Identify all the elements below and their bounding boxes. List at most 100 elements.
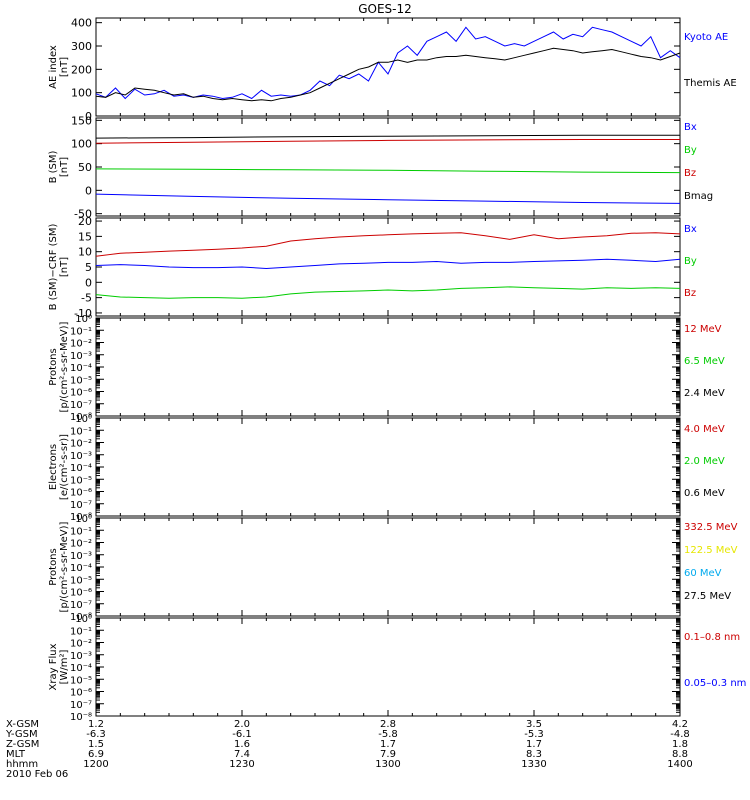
y-tick-label: 100 bbox=[71, 138, 92, 151]
y-tick-label: 10⁰ bbox=[75, 514, 92, 525]
y-tick-label: 10⁻⁷ bbox=[70, 400, 92, 411]
y-tick-label: -5 bbox=[81, 292, 92, 305]
y-tick-label: 0 bbox=[85, 276, 92, 289]
y-axis-label: B (SM) [nT] bbox=[48, 150, 70, 183]
x-tick-label: -4.8 bbox=[670, 729, 690, 740]
y-axis-label: Xray Flux [W/m²] bbox=[48, 643, 70, 690]
x-tick-label: 1.2 bbox=[88, 719, 104, 730]
legend-item: Themis AE bbox=[683, 78, 737, 89]
y-tick-label: 10⁻⁸ bbox=[70, 412, 92, 423]
y-tick-label: 10⁻¹ bbox=[70, 326, 92, 337]
y-label-line: Protons bbox=[48, 348, 59, 385]
x-tick-label: 2.0 bbox=[234, 719, 250, 730]
x-tick-label: -5.3 bbox=[524, 729, 544, 740]
y-tick-label: 100 bbox=[71, 87, 92, 100]
panel-2: -50 0 50 100 150 B (SM) [nT] Bx By Bz Bmag bbox=[48, 114, 713, 220]
y-tick-label: -10 bbox=[74, 307, 92, 320]
series-line-kyoto-ae bbox=[95, 26, 681, 100]
x-tick-label: 1400 bbox=[667, 759, 692, 770]
panel-frame bbox=[95, 317, 681, 417]
x-row-label: Y-GSM bbox=[5, 729, 38, 740]
legend-item: Bmag bbox=[684, 191, 713, 202]
y-tick-label: 10⁻⁵ bbox=[70, 575, 92, 586]
x-tick-label: 2.8 bbox=[380, 719, 396, 730]
legend-item: 2.0 MeV bbox=[684, 456, 725, 467]
x-row-label: MLT bbox=[6, 749, 26, 760]
y-tick-label: 10⁻³ bbox=[70, 651, 92, 662]
panel-frame bbox=[95, 617, 681, 717]
x-tick-label: 1300 bbox=[375, 759, 400, 770]
y-tick-label: 10⁻⁶ bbox=[70, 388, 92, 399]
y-tick-label: 10⁻⁷ bbox=[70, 500, 92, 511]
y-tick-label: 15 bbox=[78, 230, 92, 243]
x-tick-label: 1230 bbox=[229, 759, 254, 770]
x-row-label: 2010 Feb 06 bbox=[6, 769, 68, 780]
y-tick-label: 10⁻⁷ bbox=[70, 600, 92, 611]
y-tick-label: 0 bbox=[85, 110, 92, 123]
y-tick-label: 10⁻³ bbox=[70, 351, 92, 362]
y-tick-label: 10 bbox=[78, 246, 92, 259]
y-tick-label: -50 bbox=[74, 208, 92, 221]
x-tick-label: -6.3 bbox=[86, 729, 106, 740]
x-tick-label: 1.7 bbox=[526, 739, 542, 750]
series-line-bmag bbox=[95, 134, 680, 139]
y-tick-label: 10⁻² bbox=[70, 439, 92, 450]
panel-3: -10 -5 0 5 10 15 20 B (SM)−CRF (SM) [nT] Bx By Bz bbox=[48, 215, 697, 320]
legend-item: 2.4 MeV bbox=[684, 388, 725, 399]
x-tick-label: 1.7 bbox=[380, 739, 396, 750]
y-label-line: [p/(cm²-s-sr-MeV)] bbox=[59, 321, 70, 412]
x-tick-label: 6.9 bbox=[88, 749, 104, 760]
legend-item: Bz bbox=[684, 168, 696, 179]
legend-item: By bbox=[684, 256, 697, 267]
legend-item: 332.5 MeV bbox=[684, 522, 738, 533]
y-tick-label: 10⁻¹ bbox=[70, 426, 92, 437]
panel-7: 10⁰10⁻¹10⁻²10⁻³10⁻⁴10⁻⁵10⁻⁶10⁻⁷10⁻⁸Xray … bbox=[48, 614, 746, 723]
y-tick-label: 10⁻⁴ bbox=[70, 563, 92, 574]
x-row-label: X-GSM bbox=[6, 719, 39, 730]
y-label-line: [p/(cm²-s-sr-MeV)] bbox=[59, 521, 70, 612]
y-tick-label: 10⁻² bbox=[70, 639, 92, 650]
series-line-bx bbox=[95, 193, 681, 204]
x-row-label: Z-GSM bbox=[6, 739, 39, 750]
legend-item: 0.1–0.8 nm bbox=[684, 632, 740, 643]
y-tick-label: 10⁻³ bbox=[70, 451, 92, 462]
panel-1: 0 100 200 300 400 AE index [nT] Kyoto AE Themis … bbox=[48, 17, 737, 123]
y-tick-label: 10⁻⁶ bbox=[70, 488, 92, 499]
y-tick-label: 10⁻⁸ bbox=[70, 712, 92, 723]
y-tick-label: 150 bbox=[71, 114, 92, 127]
series-line-by bbox=[95, 168, 681, 174]
y-tick-label: 10⁻⁵ bbox=[70, 375, 92, 386]
y-label-line: Xray Flux bbox=[48, 643, 59, 690]
y-tick-label: 10⁻⁶ bbox=[70, 588, 92, 599]
y-tick-label: 10⁻⁸ bbox=[70, 512, 92, 523]
x-tick-label: 1.6 bbox=[234, 739, 250, 750]
y-tick-label: 10⁻⁶ bbox=[70, 688, 92, 699]
legend-item: 0.6 MeV bbox=[684, 488, 725, 499]
panel-5: 10⁰10⁻¹10⁻²10⁻³10⁻⁴10⁻⁵10⁻⁶10⁻⁷10⁻⁸Elect… bbox=[48, 414, 725, 523]
legend-item: Bx bbox=[684, 224, 697, 235]
panel-frame bbox=[95, 117, 681, 217]
x-tick-label: -6.1 bbox=[232, 729, 252, 740]
legend-item: 122.5 MeV bbox=[684, 545, 738, 556]
legend-item: Kyoto AE bbox=[684, 32, 728, 43]
y-axis-label: B (SM)−CRF (SM) [nT] bbox=[48, 223, 70, 310]
y-label-line: [nT] bbox=[59, 257, 70, 277]
x-tick-label: 7.4 bbox=[234, 749, 250, 760]
y-label-line: [nT] bbox=[59, 57, 70, 77]
y-tick-label: 300 bbox=[71, 40, 92, 53]
y-tick-label: 50 bbox=[78, 161, 92, 174]
series-line-by bbox=[95, 286, 681, 299]
x-tick-label: 3.5 bbox=[526, 719, 542, 730]
y-tick-label: 10⁻⁴ bbox=[70, 363, 92, 374]
y-tick-label: 10⁻⁴ bbox=[70, 663, 92, 674]
x-tick-label: 7.9 bbox=[380, 749, 396, 760]
series-line-bz bbox=[95, 232, 681, 257]
y-tick-label: 20 bbox=[78, 215, 92, 228]
y-label-line: Protons bbox=[48, 548, 59, 585]
legend-item: Bx bbox=[684, 122, 697, 133]
series-line-bz bbox=[95, 139, 680, 144]
y-axis-label: Protons [p/(cm²-s-sr-MeV)] bbox=[48, 521, 70, 612]
